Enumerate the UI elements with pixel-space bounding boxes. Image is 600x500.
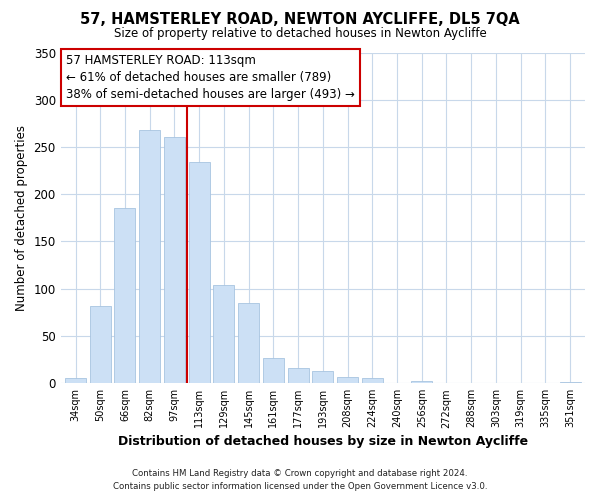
- Y-axis label: Number of detached properties: Number of detached properties: [15, 125, 28, 311]
- Bar: [214, 285, 235, 383]
- Bar: [411, 382, 432, 383]
- Bar: [362, 378, 383, 383]
- Text: 57, HAMSTERLEY ROAD, NEWTON AYCLIFFE, DL5 7QA: 57, HAMSTERLEY ROAD, NEWTON AYCLIFFE, DL…: [80, 12, 520, 28]
- Bar: [287, 368, 308, 383]
- Bar: [263, 358, 284, 383]
- Bar: [188, 162, 209, 383]
- Bar: [238, 303, 259, 383]
- X-axis label: Distribution of detached houses by size in Newton Aycliffe: Distribution of detached houses by size …: [118, 434, 528, 448]
- Bar: [90, 306, 111, 383]
- Bar: [560, 382, 581, 383]
- Bar: [115, 208, 136, 383]
- Text: 57 HAMSTERLEY ROAD: 113sqm
← 61% of detached houses are smaller (789)
38% of sem: 57 HAMSTERLEY ROAD: 113sqm ← 61% of deta…: [66, 54, 355, 101]
- Bar: [65, 378, 86, 383]
- Bar: [337, 376, 358, 383]
- Text: Size of property relative to detached houses in Newton Aycliffe: Size of property relative to detached ho…: [113, 28, 487, 40]
- Bar: [313, 371, 334, 383]
- Text: Contains HM Land Registry data © Crown copyright and database right 2024.
Contai: Contains HM Land Registry data © Crown c…: [113, 470, 487, 491]
- Bar: [164, 136, 185, 383]
- Bar: [139, 130, 160, 383]
